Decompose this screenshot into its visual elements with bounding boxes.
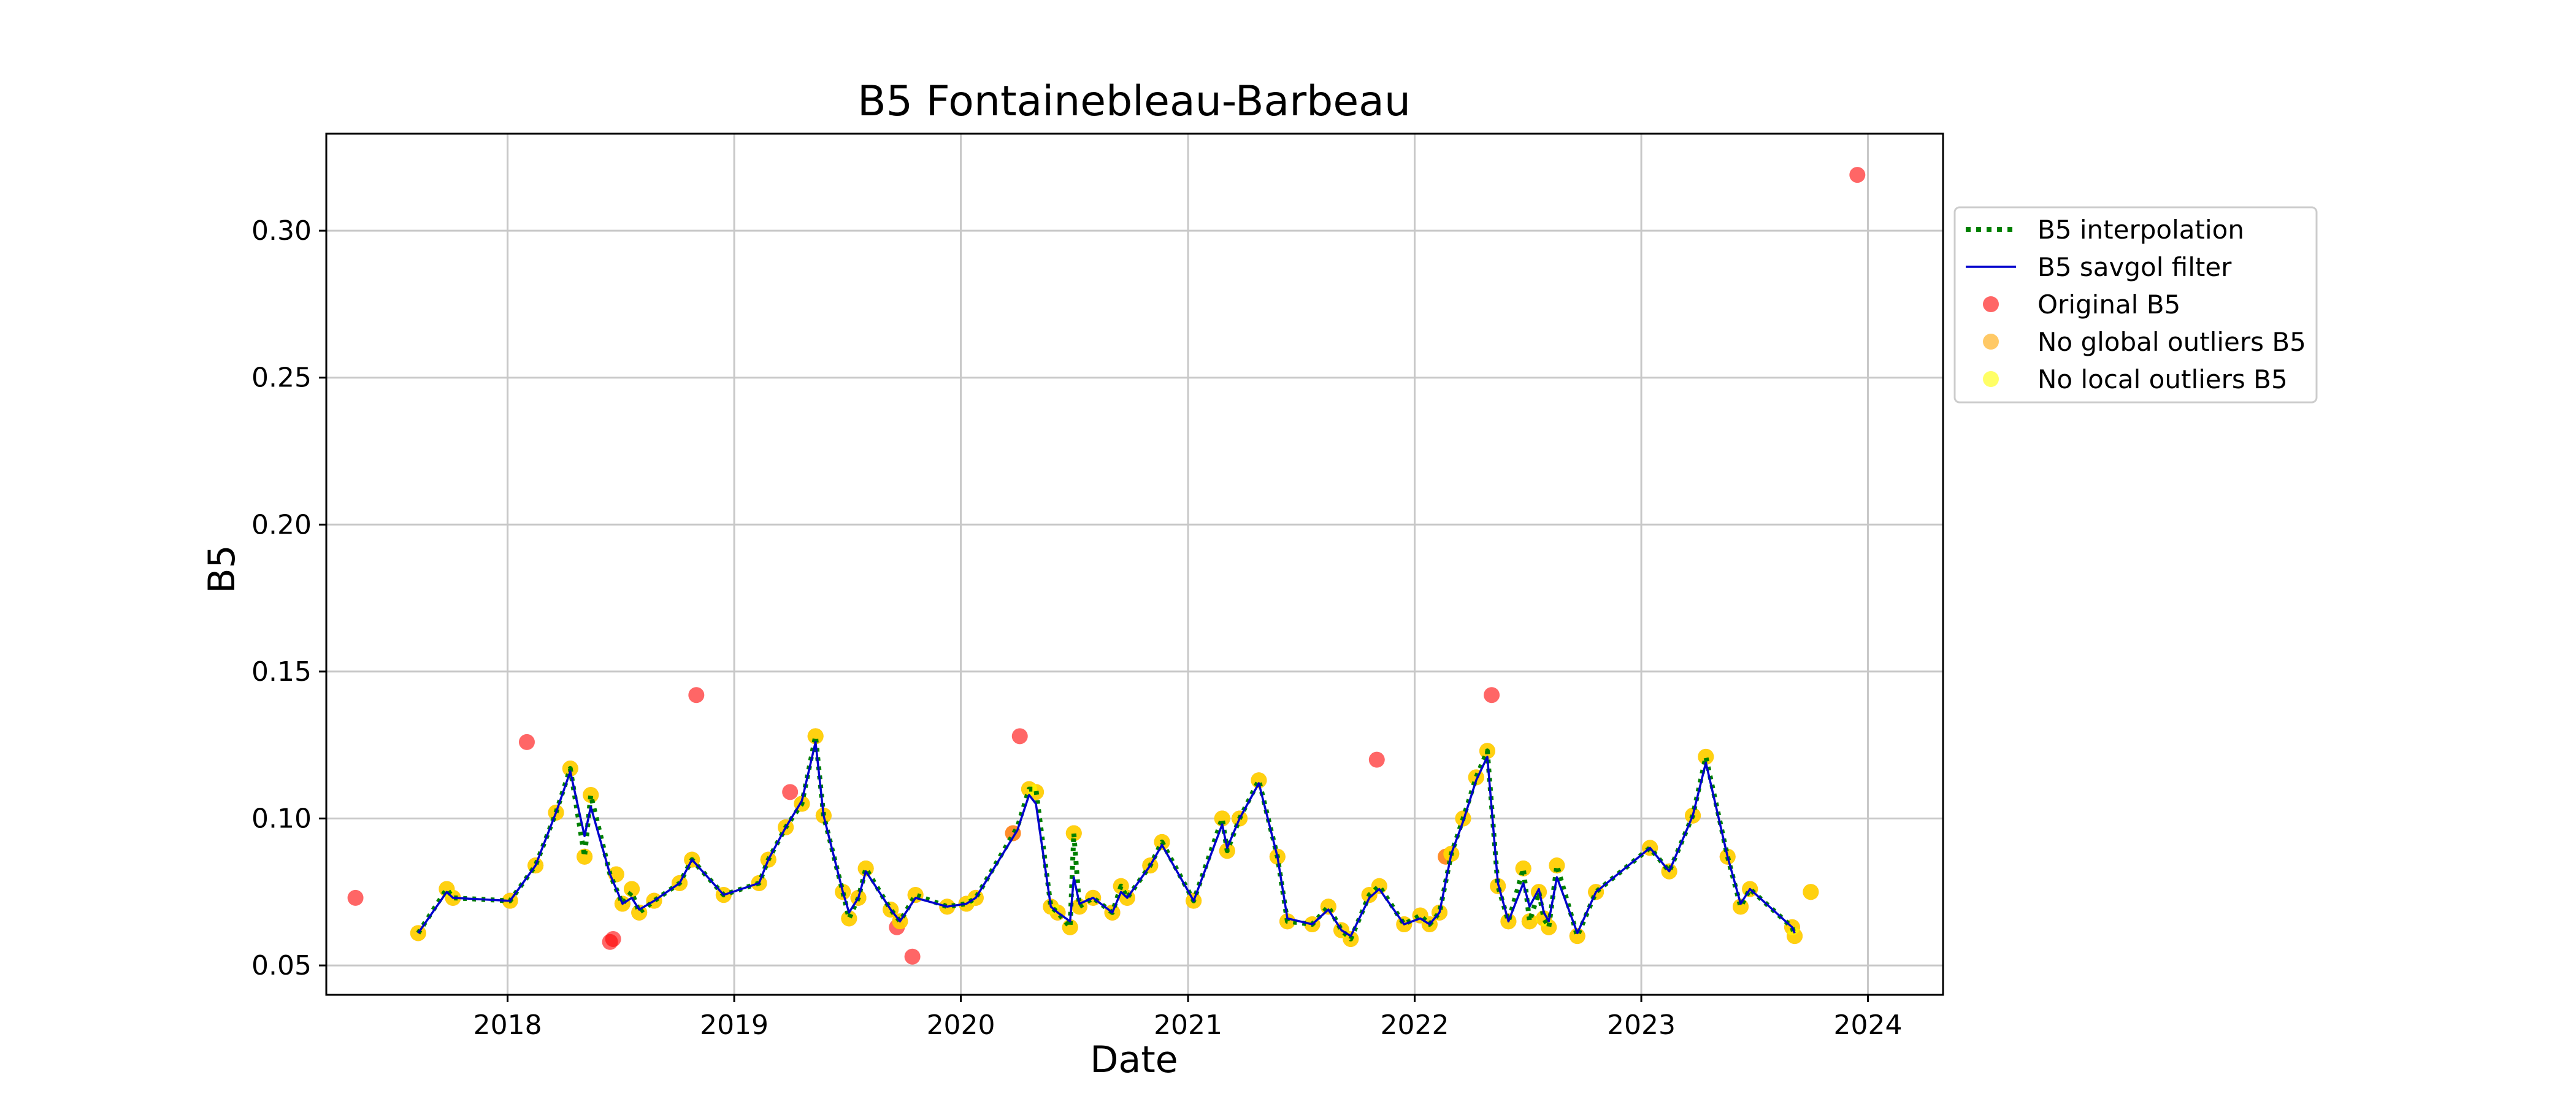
no-local-outliers-point	[577, 848, 593, 865]
legend-label: Original B5	[2037, 289, 2180, 320]
chart-title: B5 Fontainebleau-Barbeau	[857, 77, 1411, 126]
legend-item-no-global-outliers: No global outliers B5	[1983, 327, 2306, 357]
no-local-outliers-point	[1320, 899, 1336, 915]
legend-swatch-marker	[1983, 334, 1999, 350]
original-b5-point	[688, 687, 705, 703]
no-local-outliers-point	[1521, 913, 1538, 930]
y-tick-label: 0.20	[251, 509, 312, 540]
legend-swatch-marker	[1983, 296, 1999, 312]
original-b5-point	[518, 734, 535, 750]
no-local-outliers-point	[1065, 825, 1082, 841]
savgol-line	[417, 741, 1796, 937]
original-b5-point	[904, 948, 921, 965]
no-local-outliers-point	[807, 728, 824, 745]
no-local-outliers-point	[1787, 928, 1803, 945]
x-tick-label: 2023	[1607, 1010, 1676, 1041]
no-local-outliers-point	[1371, 878, 1387, 894]
y-tick-label: 0.10	[251, 803, 312, 834]
plot-frame	[325, 132, 1944, 996]
no-local-outliers-point	[1549, 857, 1565, 874]
original-b5-point	[1849, 167, 1866, 183]
legend-item-original: Original B5	[1983, 289, 2180, 320]
x-tick-label: 2020	[927, 1010, 995, 1041]
legend-item-interpolation: B5 interpolation	[1966, 215, 2244, 245]
x-tick-label: 2019	[700, 1010, 769, 1041]
no-local-outliers-point	[583, 787, 599, 803]
no-local-outliers-point	[841, 910, 857, 927]
legend-label: No local outliers B5	[2037, 364, 2288, 394]
legend-box	[1953, 206, 2318, 404]
original-b5-point	[1484, 687, 1500, 703]
legend-item-savgol: B5 savgol filter	[1966, 252, 2232, 282]
y-tick-label: 0.15	[251, 656, 312, 688]
no-local-outliers-point	[1803, 884, 1819, 900]
no-local-outliers-point	[1515, 860, 1531, 876]
y-axis-label: B5	[201, 545, 243, 593]
x-tick-label: 2022	[1381, 1010, 1449, 1041]
plot-area: 2018 2019 2020 2021 2022 2023 2024 0.05 0.10 0.15…	[251, 132, 1944, 1041]
legend-item-no-local-outliers: No local outliers B5	[1983, 364, 2288, 394]
legend-label: B5 interpolation	[2037, 215, 2244, 245]
legend-label: B5 savgol filter	[2037, 252, 2232, 282]
original-b5-point	[1011, 728, 1028, 745]
original-b5-point	[1368, 751, 1385, 768]
x-tick-label: 2018	[473, 1010, 542, 1041]
y-tick-label: 0.25	[251, 362, 312, 394]
legend-swatch-marker	[1983, 371, 1999, 387]
y-tick-label: 0.05	[251, 950, 312, 981]
y-tick-label: 0.30	[251, 215, 312, 247]
original-b5-point	[347, 889, 364, 906]
x-axis-label: Date	[1090, 1038, 1178, 1081]
legend-label: No global outliers B5	[2037, 327, 2306, 357]
legend: B5 interpolation B5 savgol filter Original…	[1953, 206, 2318, 404]
x-tick-label: 2021	[1154, 1010, 1222, 1041]
no-local-outliers-point	[1698, 748, 1714, 765]
original-b5-point	[605, 930, 621, 947]
no-local-outliers-point	[624, 881, 640, 897]
x-tick-label: 2024	[1834, 1010, 1903, 1041]
original-b5-point	[782, 784, 799, 800]
